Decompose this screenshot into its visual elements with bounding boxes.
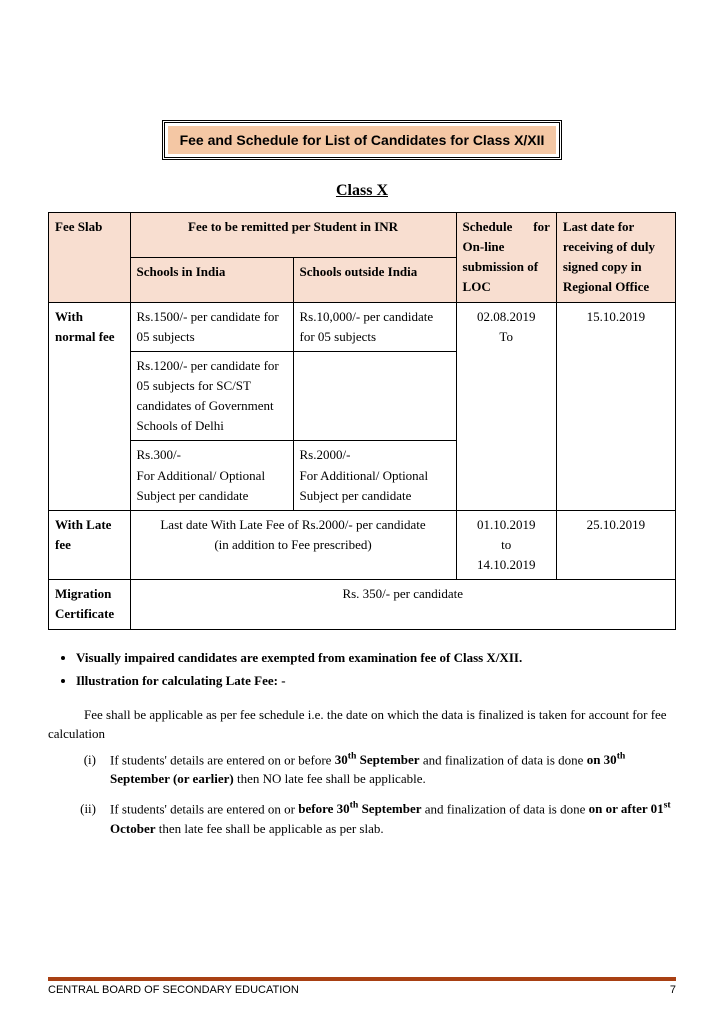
cell-normal-outside-1: Rs.10,000/- per candidate for 05 subject…	[293, 302, 456, 351]
cell-migration-value: Rs. 350/- per candidate	[130, 580, 676, 629]
list-num: (i)	[48, 750, 110, 789]
footer-org: CENTRAL BOARD OF SECONDARY EDUCATION	[48, 984, 299, 996]
header-last-date: Last date for receiving of duly signed c…	[556, 213, 675, 303]
row-late-label: With Late fee	[49, 510, 131, 579]
bullet-list: Visually impaired candidates are exempte…	[76, 648, 676, 691]
list-num: (ii)	[48, 799, 110, 838]
cell-normal-outside-2	[293, 351, 456, 441]
bullet-item: Visually impaired candidates are exempte…	[76, 648, 676, 668]
banner-container: Fee and Schedule for List of Candidates …	[48, 120, 676, 160]
header-schools-india: Schools in India	[130, 257, 293, 302]
fee-table: Fee Slab Fee to be remitted per Student …	[48, 212, 676, 630]
cell-late-lastdate: 25.10.2019	[556, 510, 675, 579]
cell-normal-schedule: 02.08.2019To	[456, 302, 556, 510]
banner-title: Fee and Schedule for List of Candidates …	[168, 126, 557, 154]
intro-paragraph: Fee shall be applicable as per fee sched…	[48, 705, 676, 744]
page-footer: CENTRAL BOARD OF SECONDARY EDUCATION 7	[48, 977, 676, 996]
cell-normal-india-3: Rs.300/-For Additional/ Optional Subject…	[130, 441, 293, 510]
list-item: (ii) If students' details are entered on…	[48, 799, 676, 838]
bullet-item: Illustration for calculating Late Fee: -	[76, 671, 676, 691]
cell-late-schedule: 01.10.2019to14.10.2019	[456, 510, 556, 579]
list-item: (i) If students' details are entered on …	[48, 750, 676, 789]
page: Fee and Schedule for List of Candidates …	[0, 0, 724, 1024]
list-text: If students' details are entered on or b…	[110, 750, 676, 789]
row-normal-label: With normal fee	[49, 302, 131, 510]
cell-normal-outside-3: Rs.2000/-For Additional/ Optional Subjec…	[293, 441, 456, 510]
header-schools-outside: Schools outside India	[293, 257, 456, 302]
cell-late-text: Last date With Late Fee of Rs.2000/- per…	[130, 510, 456, 579]
header-fee-remitted: Fee to be remitted per Student in INR	[130, 213, 456, 258]
numbered-list: (i) If students' details are entered on …	[48, 750, 676, 839]
list-text: If students' details are entered on or b…	[110, 799, 676, 838]
class-heading: Class X	[48, 182, 676, 200]
header-schedule: ScheduleforOn-line submission of LOC	[456, 213, 556, 303]
footer-divider	[48, 977, 676, 981]
header-fee-slab: Fee Slab	[49, 213, 131, 303]
footer-row: CENTRAL BOARD OF SECONDARY EDUCATION 7	[48, 984, 676, 996]
footer-page-number: 7	[670, 984, 676, 996]
cell-normal-india-1: Rs.1500/- per candidate for 05 subjects	[130, 302, 293, 351]
cell-normal-india-2: Rs.1200/- per candidate for 05 subjects …	[130, 351, 293, 441]
row-migration-label: Migration Certificate	[49, 580, 131, 629]
banner-border: Fee and Schedule for List of Candidates …	[162, 120, 563, 160]
cell-normal-lastdate: 15.10.2019	[556, 302, 675, 510]
